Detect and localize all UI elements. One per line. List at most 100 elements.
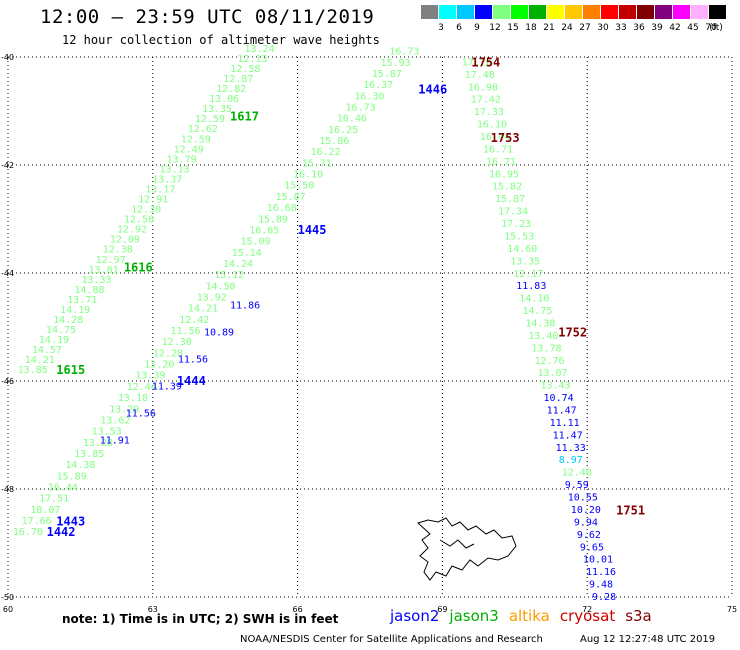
- wave-height-value: 13.17: [145, 184, 175, 195]
- wave-height-value: 15.50: [284, 181, 314, 192]
- satellite-name-altika: altika: [508, 607, 550, 625]
- wave-height-value: 15.93: [381, 58, 411, 69]
- wave-height-value: 16.25: [328, 125, 358, 136]
- satellite-legend: jason2 jason3 altika cryosat s3a: [390, 607, 662, 625]
- wave-height-value: 12.97: [96, 255, 126, 266]
- wave-height-value: 16.73: [389, 47, 419, 58]
- wave-height-value: 12.30: [162, 337, 192, 348]
- wave-height-value: 15.82: [492, 182, 522, 193]
- wave-height-value: 13.35: [202, 104, 232, 115]
- wave-height-value: 15.89: [57, 471, 87, 482]
- lat-tick-label: -46: [1, 377, 14, 386]
- wave-height-value: 13.07: [537, 368, 567, 379]
- legend-swatch: [655, 5, 672, 19]
- wave-height-value: 16.70: [13, 527, 43, 538]
- wave-height-value: 12.38: [103, 245, 133, 256]
- wave-height-value: 13.62: [100, 415, 130, 426]
- wave-height-value: 16.71: [483, 144, 513, 155]
- wave-height-value: 15.87: [275, 192, 305, 203]
- generation-timestamp: Aug 12 12:27:48 UTC 2019: [580, 634, 716, 645]
- legend-label: 33: [615, 23, 627, 33]
- legend-label: 12: [489, 23, 501, 33]
- wave-height-value: 10.55: [568, 493, 598, 504]
- satellite-name-s3a: s3a: [625, 607, 652, 625]
- lat-tick-label: -44: [1, 269, 14, 278]
- wave-height-value: 17.42: [471, 95, 501, 106]
- legend-label: 9: [474, 23, 480, 33]
- wave-height-value: 14.60: [507, 244, 537, 255]
- wave-height-value: 9.59: [565, 480, 589, 491]
- wave-height-value: 13.28: [83, 438, 113, 449]
- wave-height-value: 13.35: [510, 256, 540, 267]
- legend-swatch: [673, 5, 690, 19]
- wave-height-value: 14.88: [74, 285, 104, 296]
- pass-number-label: 1615: [56, 363, 85, 377]
- wave-height-value: 11.33: [556, 443, 586, 454]
- legend-swatch: [583, 5, 600, 19]
- wave-height-value: 11.47: [547, 406, 577, 417]
- wave-height-value: 14.38: [65, 460, 95, 471]
- legend-swatch: [601, 5, 618, 19]
- wave-height-value: 12.76: [534, 356, 564, 367]
- legend-unit: (ft): [709, 23, 723, 33]
- wave-height-value: 16.37: [363, 80, 393, 91]
- wave-height-value: 14.24: [223, 259, 253, 270]
- wave-height-value: 16.95: [489, 169, 519, 180]
- island-outline: [417, 517, 517, 581]
- lon-tick-label: 72: [582, 605, 592, 614]
- wave-height-value: 11.86: [230, 300, 260, 311]
- legend-swatch: [709, 5, 726, 19]
- lat-tick-label: -50: [1, 593, 14, 602]
- wave-height-value: 10.01: [583, 555, 613, 566]
- wave-height-value: 13.06: [209, 94, 239, 105]
- island-inlet: [439, 539, 475, 549]
- wave-height-value: 12.40: [562, 468, 592, 479]
- wave-height-value: 13.24: [245, 44, 275, 55]
- wave-height-value: 14.21: [25, 355, 55, 366]
- wave-height-value: 12.17: [513, 269, 543, 280]
- wave-height-value: 12.49: [174, 144, 204, 155]
- wave-height-value: 14.75: [522, 306, 552, 317]
- wave-height-value: 14.38: [525, 318, 555, 329]
- pass-number-label: 1444: [177, 374, 206, 388]
- wave-height-value: 12.30: [131, 205, 161, 216]
- wave-height-value: 17.51: [39, 494, 69, 505]
- wave-height-value: 13.43: [541, 381, 571, 392]
- wave-height-value: 12.09: [110, 235, 140, 246]
- satellite-name-cryosat: cryosat: [559, 607, 616, 625]
- wave-height-value: 14.75: [46, 325, 76, 336]
- pass-number-label: 1445: [298, 223, 327, 237]
- wave-height-value: 17.34: [498, 207, 528, 218]
- legend-swatch: [457, 5, 474, 19]
- pass-number-label: 1446: [418, 82, 447, 96]
- wave-height-value: 13.81: [89, 265, 119, 276]
- credit-line: NOAA/NESDIS Center for Satellite Applica…: [240, 634, 543, 645]
- wave-height-value: 17.20: [462, 57, 492, 68]
- legend-swatch: [439, 5, 456, 19]
- wave-height-value: 17.66: [22, 516, 52, 527]
- wave-height-value: 12.59: [195, 114, 225, 125]
- wave-height-value: 11.91: [100, 435, 130, 446]
- lon-tick-label: 75: [727, 605, 737, 614]
- wave-height-value: 15.89: [258, 214, 288, 225]
- wave-height-value: 13.13: [159, 164, 189, 175]
- wave-height-value: 9.48: [589, 580, 613, 591]
- wave-height-value: 14.19: [39, 335, 69, 346]
- wave-height-value: 12.92: [117, 225, 147, 236]
- wave-height-value: 12.59: [181, 134, 211, 145]
- legend-label: 24: [561, 23, 573, 33]
- pass-number-label: 1751: [616, 504, 645, 518]
- lat-tick-label: -40: [1, 53, 14, 62]
- wave-height-value: 16.46: [337, 114, 367, 125]
- wave-height-value: 17.48: [465, 70, 495, 81]
- wave-height-value: 10.89: [204, 327, 234, 338]
- page-subtitle: 12 hour collection of altimeter wave hei…: [62, 33, 380, 47]
- wave-height-value: 16.73: [346, 102, 376, 113]
- wave-height-value: 9.65: [580, 542, 604, 553]
- wave-height-value: 9.62: [577, 530, 601, 541]
- wave-height-value: 12.87: [223, 74, 253, 85]
- wave-height-value: 11.39: [152, 381, 182, 392]
- wave-height-value: 9.28: [592, 592, 616, 603]
- wave-height-value: 15.14: [232, 248, 262, 259]
- wave-height-value: 16.30: [354, 91, 384, 102]
